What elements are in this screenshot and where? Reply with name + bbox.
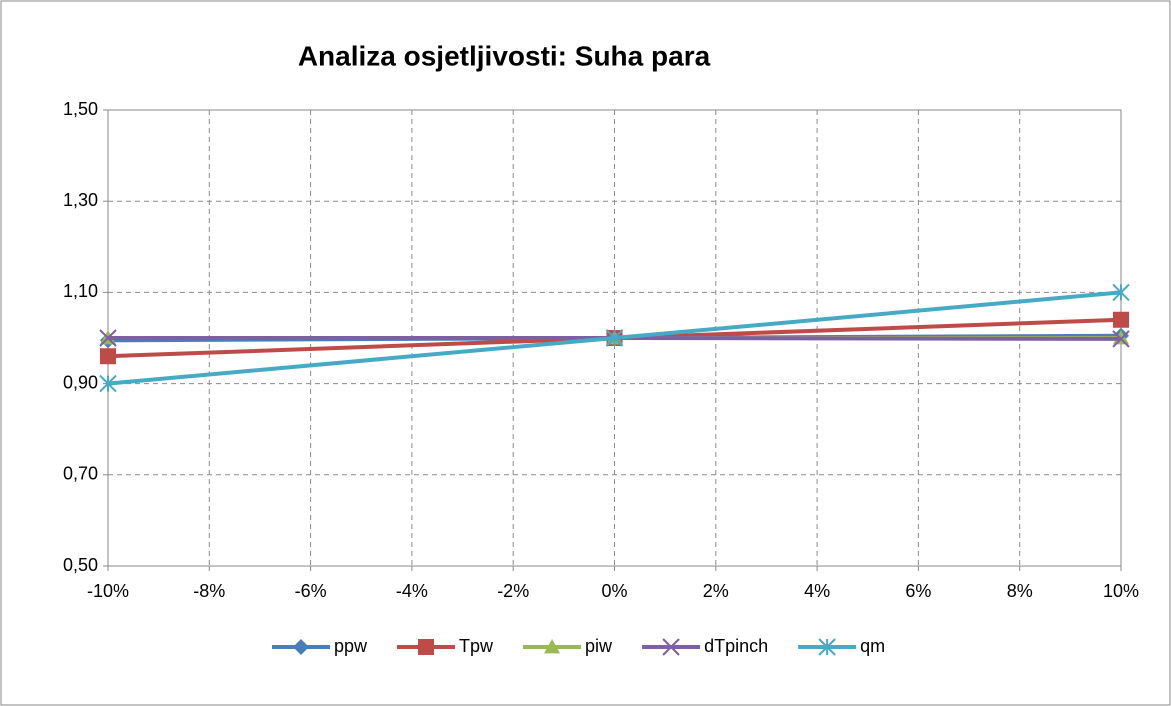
- marker: [1112, 330, 1130, 348]
- x-tick-label: 10%: [1103, 581, 1139, 601]
- legend-label: qm: [860, 636, 885, 656]
- x-tick-label: 8%: [1007, 581, 1033, 601]
- marker: [99, 329, 117, 347]
- marker: [605, 329, 624, 347]
- y-tick-label: 1,50: [63, 99, 98, 119]
- x-tick-label: 4%: [804, 581, 830, 601]
- x-tick-label: -6%: [295, 581, 327, 601]
- x-tick-label: 2%: [703, 581, 729, 601]
- y-tick-label: 0,50: [63, 555, 98, 575]
- legend-marker: [418, 639, 435, 655]
- marker: [1112, 283, 1130, 302]
- legend-marker: [544, 639, 561, 654]
- y-tick-label: 1,10: [63, 281, 98, 301]
- y-tick-label: 0,70: [63, 464, 98, 484]
- x-tick-label: -10%: [87, 581, 129, 601]
- x-tick-label: -4%: [396, 581, 428, 601]
- x-tick-label: 6%: [905, 581, 931, 601]
- y-tick-label: 1,30: [63, 190, 98, 210]
- y-tick-label: 0,90: [63, 372, 98, 392]
- chart-title: Analiza osjetljivosti: Suha para: [298, 40, 711, 71]
- legend-label: dTpinch: [704, 636, 768, 656]
- x-tick-label: 0%: [601, 581, 627, 601]
- x-tick-label: -8%: [193, 581, 225, 601]
- marker: [100, 348, 116, 365]
- x-tick-label: -2%: [497, 581, 529, 601]
- marker: [1113, 311, 1129, 328]
- legend-label: piw: [585, 636, 613, 656]
- legend-marker: [662, 638, 680, 656]
- marker: [99, 374, 117, 393]
- legend-label: Tpw: [459, 636, 494, 656]
- legend-marker: [293, 639, 309, 655]
- legend-marker: [818, 638, 836, 656]
- legend-label: ppw: [334, 636, 368, 656]
